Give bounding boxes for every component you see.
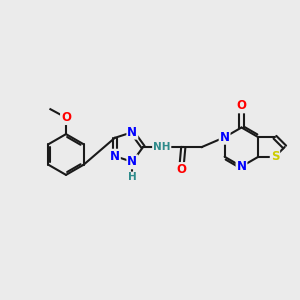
Text: N: N: [236, 160, 247, 173]
Text: N: N: [127, 155, 137, 168]
Text: O: O: [236, 99, 247, 112]
Text: N: N: [127, 126, 137, 139]
Text: O: O: [61, 111, 71, 124]
Text: H: H: [128, 172, 137, 182]
Text: NH: NH: [153, 142, 170, 152]
Text: N: N: [110, 150, 120, 163]
Text: N: N: [220, 131, 230, 144]
Text: S: S: [271, 150, 279, 163]
Text: O: O: [177, 163, 187, 176]
